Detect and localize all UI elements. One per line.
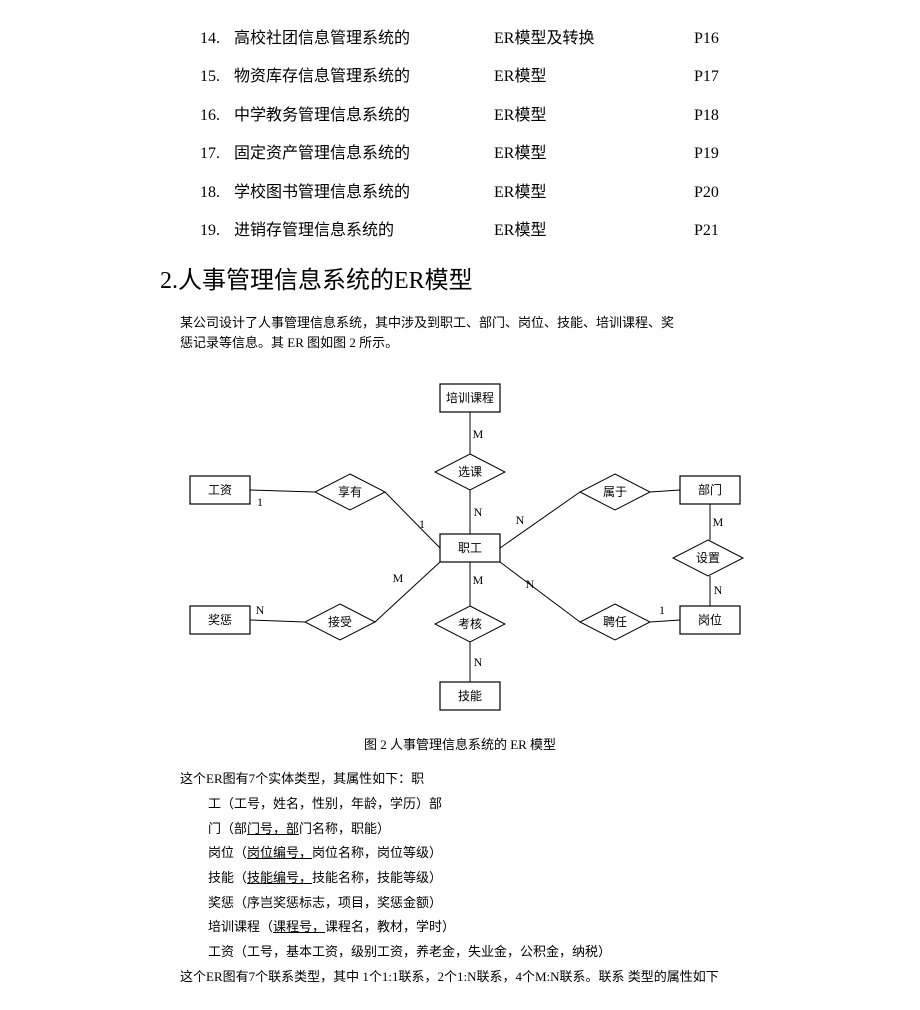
svg-text:M: M: [473, 427, 484, 441]
body-text: 这个ER图有7个实体类型，其属性如下：职 工（工号，姓名，性别，年龄，学历）部 …: [180, 767, 860, 989]
svg-text:1: 1: [659, 603, 665, 617]
toc-row: 15.物资库存信息管理系统的ER模型P17: [200, 58, 860, 96]
toc-row: 18.学校图书管理信息系统的ER模型P20: [200, 174, 860, 212]
svg-text:1: 1: [419, 517, 425, 531]
svg-text:岗位: 岗位: [698, 612, 722, 627]
svg-text:工资: 工资: [208, 483, 232, 497]
table-of-contents: 14.高校社团信息管理系统的ER模型及转换P1615.物资库存信息管理系统的ER…: [200, 20, 860, 250]
toc-title: 物资库存信息管理系统的: [234, 58, 494, 96]
svg-text:奖惩: 奖惩: [208, 613, 232, 627]
relationships-intro: 这个ER图有7个联系类型，其中 1个1:1联系，2个1:N联系，4个M:N联系。…: [180, 965, 860, 990]
toc-er: ER模型: [494, 174, 694, 212]
toc-num: 17.: [200, 135, 234, 173]
toc-title: 学校图书管理信息系统的: [234, 174, 494, 212]
toc-er: ER模型: [494, 58, 694, 96]
toc-num: 14.: [200, 20, 234, 58]
svg-text:职工: 职工: [458, 541, 482, 555]
svg-text:M: M: [393, 571, 404, 585]
svg-text:M: M: [473, 573, 484, 587]
toc-title: 固定资产管理信息系统的: [234, 135, 494, 173]
er-diagram-svg: M N 1 1 N M N N M M N N 1 培训课程工资职工 部门奖惩 岗位技能 选课享有 属于接受 考核 聘…: [160, 366, 760, 726]
svg-text:部门: 部门: [698, 482, 722, 497]
section-heading: 2.人事管理信息系统的ER模型: [160, 260, 860, 295]
svg-text:M: M: [713, 515, 724, 529]
svg-text:N: N: [516, 513, 525, 527]
svg-text:属于: 属于: [603, 485, 627, 499]
svg-text:设置: 设置: [696, 551, 720, 565]
toc-er: ER模型: [494, 212, 694, 250]
toc-num: 15.: [200, 58, 234, 96]
toc-num: 16.: [200, 97, 234, 135]
toc-title: 中学教务管理信息系统的: [234, 97, 494, 135]
toc-page: P19: [694, 135, 754, 173]
toc-er: ER模型: [494, 97, 694, 135]
svg-text:N: N: [256, 603, 265, 617]
toc-row: 17.固定资产管理信息系统的ER模型P19: [200, 135, 860, 173]
toc-title: 进销存管理信息系统的: [234, 212, 494, 250]
svg-text:接受: 接受: [328, 614, 352, 629]
svg-text:技能: 技能: [458, 689, 482, 703]
toc-row: 16.中学教务管理信息系统的ER模型P18: [200, 97, 860, 135]
svg-text:N: N: [474, 655, 483, 669]
svg-text:选课: 选课: [458, 465, 482, 479]
toc-page: P21: [694, 212, 754, 250]
entity-salary: 工资（工号，基本工资，级别工资，养老金，失业金，公积金，纳税）: [208, 940, 860, 965]
toc-page: P16: [694, 20, 754, 58]
er-diagram: M N 1 1 N M N N M M N N 1 培训课程工资职工 部门奖惩 岗位技能 选课享有 属于接受 考核 聘…: [160, 366, 760, 726]
toc-page: P18: [694, 97, 754, 135]
toc-page: P17: [694, 58, 754, 96]
toc-num: 18.: [200, 174, 234, 212]
toc-num: 19.: [200, 212, 234, 250]
toc-row: 19.进销存管理信息系统的ER模型P21: [200, 212, 860, 250]
toc-title: 高校社团信息管理系统的: [234, 20, 494, 58]
entity-course: 培训课程（课程号，课程名，教材，学时）: [208, 915, 860, 940]
entities-intro: 这个ER图有7个实体类型，其属性如下：职: [180, 767, 860, 792]
intro-line-1: 某公司设计了人事管理信息系统，其中涉及到职工、部门、岗位、技能、培训课程、奖: [180, 315, 674, 330]
svg-text:N: N: [474, 505, 483, 519]
toc-er: ER模型及转换: [494, 20, 694, 58]
figure-caption: 图 2 人事管理信息系统的 ER 模型: [60, 734, 860, 753]
svg-text:1: 1: [257, 495, 263, 509]
svg-text:N: N: [714, 583, 723, 597]
toc-page: P20: [694, 174, 754, 212]
entity-employee: 工（工号，姓名，性别，年龄，学历）部: [208, 792, 860, 817]
svg-text:N: N: [526, 577, 535, 591]
entity-post: 岗位（岗位编号，岗位名称，岗位等级）: [208, 841, 860, 866]
intro-line-2: 惩记录等信息。其 ER 图如图 2 所示。: [180, 335, 398, 350]
toc-row: 14.高校社团信息管理系统的ER模型及转换P16: [200, 20, 860, 58]
svg-text:培训课程: 培训课程: [446, 390, 494, 405]
entity-dept: 门（部门号，部门名称，职能）: [208, 817, 860, 842]
svg-text:聘任: 聘任: [603, 615, 627, 629]
entity-reward: 奖惩（序岂奖惩标志，项目，奖惩金额）: [208, 891, 860, 916]
entity-skill: 技能（技能编号，技能名称，技能等级）: [208, 866, 860, 891]
svg-text:享有: 享有: [338, 484, 362, 499]
toc-er: ER模型: [494, 135, 694, 173]
svg-text:考核: 考核: [458, 617, 482, 631]
intro-paragraph: 某公司设计了人事管理信息系统，其中涉及到职工、部门、岗位、技能、培训课程、奖 惩…: [180, 313, 780, 352]
